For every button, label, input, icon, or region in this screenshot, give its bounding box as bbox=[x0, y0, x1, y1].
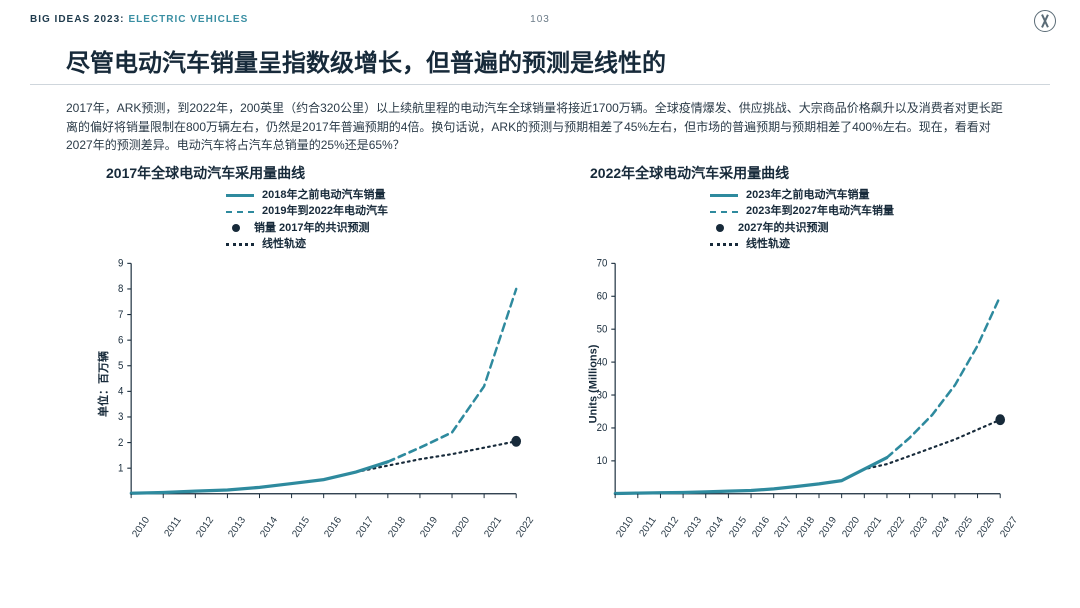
x-tick-label: 2010 bbox=[614, 515, 636, 540]
legend-item: 线性轨迹 bbox=[710, 236, 790, 253]
x-tick-label: 2018 bbox=[386, 515, 408, 540]
svg-text:70: 70 bbox=[597, 258, 608, 270]
svg-text:7: 7 bbox=[118, 309, 124, 321]
legend-marker-icon bbox=[232, 224, 240, 232]
x-tick-label: 2014 bbox=[705, 515, 727, 540]
legend-swatch-icon bbox=[710, 243, 738, 246]
svg-text:5: 5 bbox=[118, 360, 124, 372]
x-tick-label: 2011 bbox=[637, 515, 658, 539]
left-chart-svg: 1 2 3 4 5 6 7 8 9 bbox=[106, 259, 522, 509]
x-tick-label: 2027 bbox=[998, 515, 1020, 540]
legend-swatch-icon bbox=[710, 211, 738, 213]
svg-text:1: 1 bbox=[118, 463, 124, 475]
section-text: ELECTRIC VEHICLES bbox=[128, 14, 248, 25]
legend-label: 2023年之前电动汽车销量 bbox=[746, 187, 869, 204]
legend-item: 线性轨迹 bbox=[226, 236, 306, 253]
x-tick-label: 2012 bbox=[660, 515, 682, 540]
x-tick-label: 2019 bbox=[418, 515, 440, 540]
svg-text:8: 8 bbox=[118, 284, 124, 296]
x-tick-label: 2013 bbox=[682, 515, 704, 540]
x-tick-label: 2022 bbox=[885, 515, 907, 540]
x-tick-label: 2011 bbox=[162, 515, 183, 539]
left-chart-ylabel: 单位：百万辆 bbox=[95, 351, 111, 417]
legend-swatch-icon bbox=[710, 194, 738, 197]
legend-label: 2018年之前电动汽车销量 bbox=[262, 187, 385, 204]
left-chart-title: 2017年全球电动汽车采用量曲线 bbox=[66, 163, 530, 183]
svg-text:9: 9 bbox=[118, 258, 124, 270]
body-paragraph: 2017年，ARK预测，到2022年，200英里（约合320公里）以上续航里程的… bbox=[30, 99, 1050, 155]
x-tick-label: 2020 bbox=[840, 515, 862, 540]
legend-swatch-icon bbox=[226, 211, 254, 213]
x-tick-label: 2012 bbox=[194, 515, 216, 540]
x-tick-label: 2015 bbox=[290, 515, 312, 540]
brand-text: BIG IDEAS 2023: bbox=[30, 14, 124, 25]
legend-label: 2023年到2027年电动汽车销量 bbox=[746, 203, 894, 220]
charts-row: 2017年全球电动汽车采用量曲线 2018年之前电动汽车销量2019年到2022… bbox=[30, 163, 1050, 545]
legend-item: 2027年的共识预测 bbox=[710, 220, 828, 237]
page-title: 尽管电动汽车销量呈指数级增长，但普遍的预测是线性的 bbox=[30, 25, 1050, 85]
x-tick-label: 2021 bbox=[863, 515, 885, 540]
legend-label: 线性轨迹 bbox=[746, 236, 790, 253]
x-tick-label: 2017 bbox=[772, 515, 794, 540]
x-tick-label: 2024 bbox=[931, 515, 953, 540]
legend-item: 销量 2017年的共识预测 bbox=[226, 220, 370, 237]
right-chart-xlabels: 2010201120122013201420152016201720182019… bbox=[590, 509, 1006, 549]
svg-text:20: 20 bbox=[597, 423, 608, 435]
legend-label: 2019年到2022年电动汽车 bbox=[262, 203, 388, 220]
svg-text:2: 2 bbox=[118, 437, 124, 449]
header: BIG IDEAS 2023: ELECTRIC VEHICLES 103 bbox=[0, 0, 1080, 25]
legend-label: 线性轨迹 bbox=[262, 236, 306, 253]
x-tick-label: 2023 bbox=[908, 515, 930, 540]
left-chart-xlabels: 2010 2011 2012 2013 2014 2015 2016 2017 2018 2019… bbox=[106, 509, 522, 549]
left-chart-legend: 2018年之前电动汽车销量2019年到2022年电动汽车销量 2017年的共识预… bbox=[226, 187, 530, 253]
x-tick-label: 2017 bbox=[354, 515, 376, 540]
legend-swatch-icon bbox=[226, 194, 254, 197]
left-chart-plot: 单位：百万辆 123456789 bbox=[106, 259, 522, 509]
x-tick-label: 2022 bbox=[514, 515, 536, 540]
legend-marker-icon bbox=[716, 224, 724, 232]
x-tick-label: 2015 bbox=[727, 515, 749, 540]
svg-text:4: 4 bbox=[118, 386, 124, 398]
x-tick-label: 2016 bbox=[322, 515, 344, 540]
svg-text:3: 3 bbox=[118, 412, 124, 424]
right-chart-legend: 2023年之前电动汽车销量2023年到2027年电动汽车销量2027年的共识预测… bbox=[710, 187, 1014, 253]
x-tick-label: 2013 bbox=[226, 515, 248, 540]
svg-text:60: 60 bbox=[597, 291, 608, 303]
x-tick-label: 2020 bbox=[450, 515, 472, 540]
legend-swatch-icon bbox=[226, 243, 254, 246]
x-tick-label: 2019 bbox=[818, 515, 840, 540]
left-chart: 2017年全球电动汽车采用量曲线 2018年之前电动汽车销量2019年到2022… bbox=[66, 163, 530, 545]
x-tick-label: 2025 bbox=[953, 515, 975, 540]
x-tick-label: 2021 bbox=[482, 515, 504, 540]
legend-item: 2018年之前电动汽车销量 bbox=[226, 187, 385, 204]
brand-logo-icon bbox=[1034, 10, 1056, 32]
svg-text:6: 6 bbox=[118, 335, 124, 347]
legend-item: 2019年到2022年电动汽车 bbox=[226, 203, 388, 220]
x-tick-label: 2010 bbox=[130, 515, 152, 540]
legend-item: 2023年之前电动汽车销量 bbox=[710, 187, 869, 204]
right-chart: 2022年全球电动汽车采用量曲线 2023年之前电动汽车销量2023年到2027… bbox=[550, 163, 1014, 545]
svg-text:50: 50 bbox=[597, 324, 608, 336]
right-chart-plot: Units (Millions) 10203040506070 bbox=[590, 259, 1006, 509]
x-tick-label: 2018 bbox=[795, 515, 817, 540]
legend-label: 2027年的共识预测 bbox=[738, 220, 828, 237]
right-chart-title: 2022年全球电动汽车采用量曲线 bbox=[550, 163, 1014, 183]
right-chart-ylabel: Units (Millions) bbox=[587, 344, 599, 423]
legend-item: 2023年到2027年电动汽车销量 bbox=[710, 203, 894, 220]
page-number: 103 bbox=[530, 14, 550, 25]
x-tick-label: 2014 bbox=[258, 515, 280, 540]
right-chart-svg: 10203040506070 bbox=[590, 259, 1006, 509]
legend-label: 销量 2017年的共识预测 bbox=[254, 220, 370, 237]
x-tick-label: 2026 bbox=[976, 515, 998, 540]
x-tick-label: 2016 bbox=[750, 515, 772, 540]
svg-text:10: 10 bbox=[597, 455, 608, 467]
